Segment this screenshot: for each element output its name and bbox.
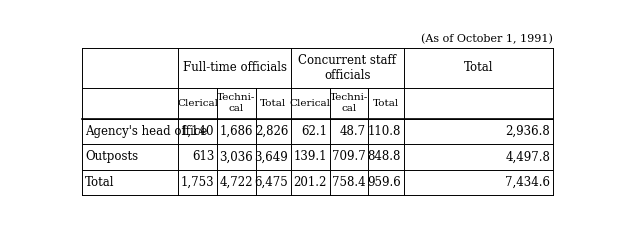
Text: Concurrent staff
officials: Concurrent staff officials (298, 54, 396, 82)
Text: 6,475: 6,475 (254, 176, 288, 189)
Text: 758.4: 758.4 (332, 176, 365, 189)
Text: Total: Total (85, 176, 115, 189)
Text: Clerical: Clerical (290, 99, 331, 108)
Text: 3,036: 3,036 (219, 150, 253, 163)
Text: 201.2: 201.2 (294, 176, 327, 189)
Text: 48.7: 48.7 (339, 125, 365, 138)
Text: 1,686: 1,686 (219, 125, 253, 138)
Text: 3,649: 3,649 (254, 150, 288, 163)
Text: 2,936.8: 2,936.8 (505, 125, 550, 138)
Text: 959.6: 959.6 (367, 176, 400, 189)
Text: Techni-
cal: Techni- cal (217, 93, 255, 113)
Text: (As of October 1, 1991): (As of October 1, 1991) (421, 34, 553, 44)
Text: 62.1: 62.1 (300, 125, 327, 138)
Text: Total: Total (260, 99, 286, 108)
Text: Agency's head office: Agency's head office (85, 125, 208, 138)
Text: 613: 613 (192, 150, 214, 163)
Text: Clerical: Clerical (177, 99, 218, 108)
Text: Techni-
cal: Techni- cal (329, 93, 368, 113)
Text: 4,497.8: 4,497.8 (505, 150, 550, 163)
Text: 7,434.6: 7,434.6 (505, 176, 550, 189)
Text: 2,826: 2,826 (255, 125, 288, 138)
Text: Full-time officials: Full-time officials (183, 61, 287, 74)
Text: Total: Total (373, 99, 399, 108)
Text: 110.8: 110.8 (367, 125, 400, 138)
Text: 848.8: 848.8 (367, 150, 400, 163)
Text: Outposts: Outposts (85, 150, 138, 163)
Text: 1,140: 1,140 (181, 125, 214, 138)
Text: 1,753: 1,753 (181, 176, 214, 189)
Text: 709.7: 709.7 (332, 150, 365, 163)
Text: 4,722: 4,722 (219, 176, 253, 189)
Text: Total: Total (463, 61, 493, 74)
Text: 139.1: 139.1 (293, 150, 327, 163)
